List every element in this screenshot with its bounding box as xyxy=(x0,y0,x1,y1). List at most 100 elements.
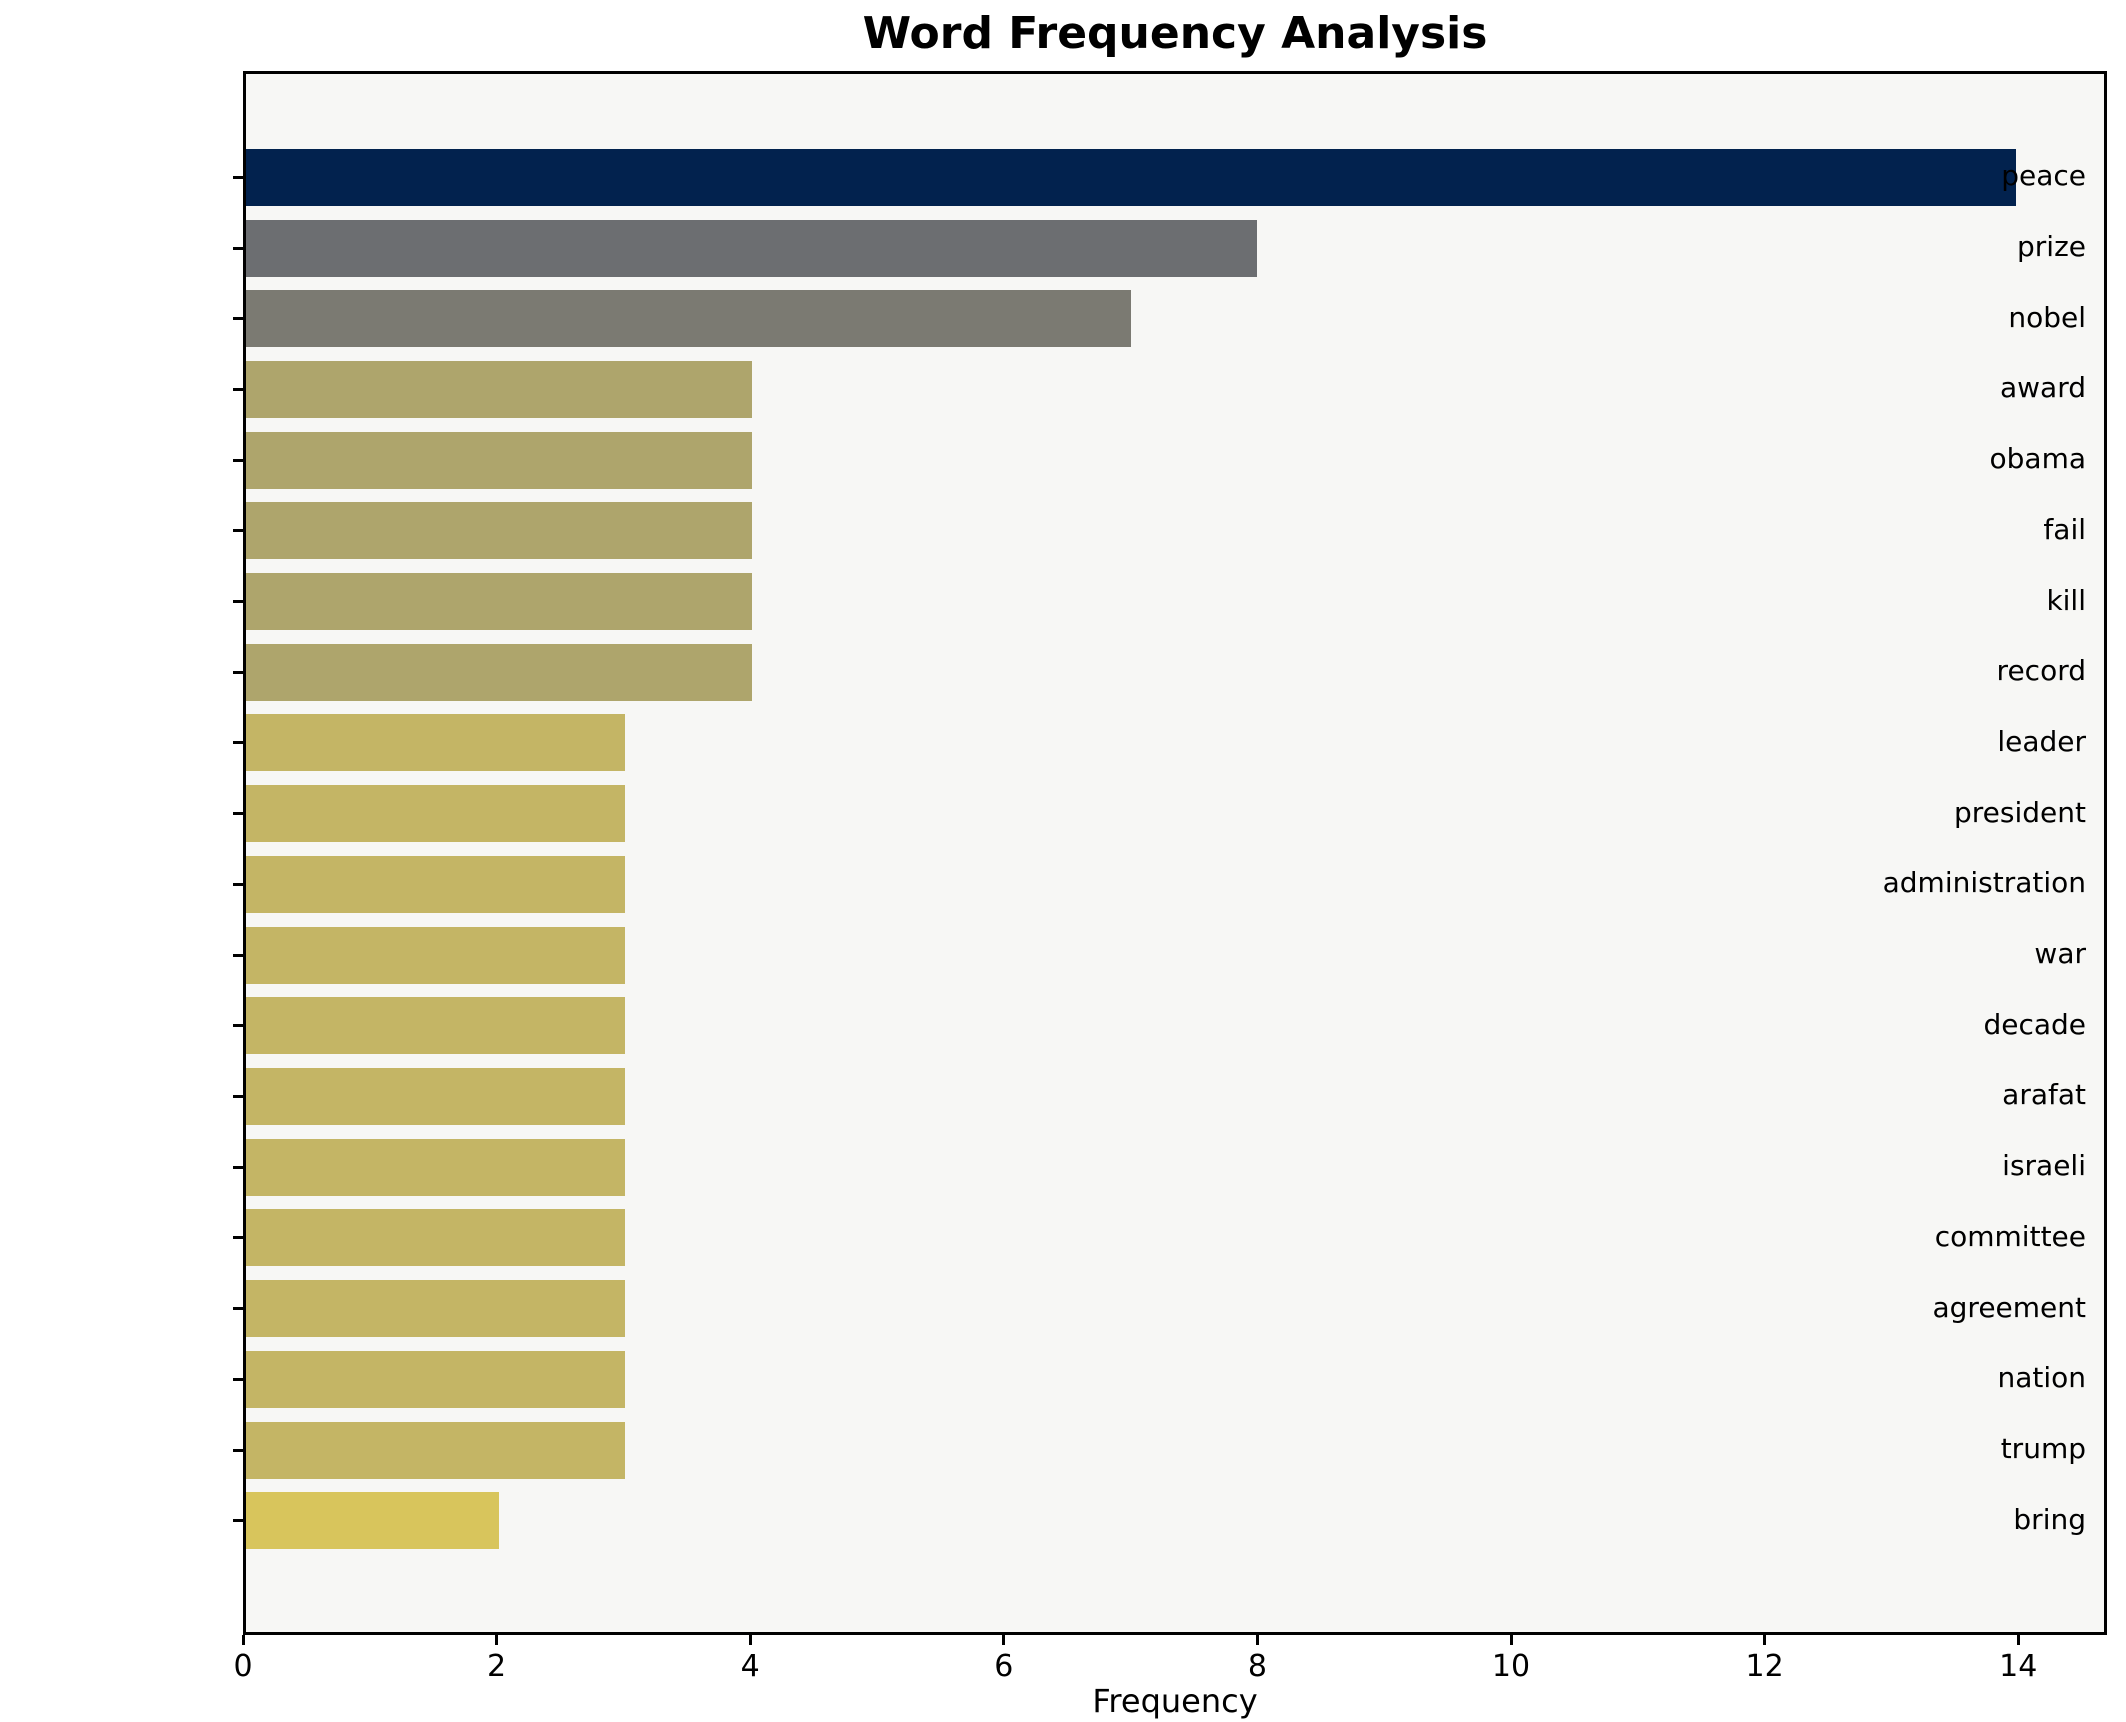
frequency-bar xyxy=(246,1421,626,1479)
y-tick-mark xyxy=(233,670,243,674)
y-tick-mark xyxy=(233,1519,243,1523)
bar-row: trump xyxy=(233,1415,2104,1486)
x-tick-label: 10 xyxy=(1491,1649,1531,1684)
frequency-bar xyxy=(246,1280,626,1338)
y-tick-mark xyxy=(233,1448,243,1452)
bar-row: israeli xyxy=(233,1132,2104,1203)
bar-row: obama xyxy=(233,425,2104,496)
frequency-bar xyxy=(246,643,752,701)
x-tick-label: 2 xyxy=(487,1649,507,1684)
y-tick-label: fail xyxy=(2043,513,2086,547)
chart-title: Word Frequency Analysis xyxy=(862,8,1488,59)
frequency-bar xyxy=(246,573,752,631)
y-tick-label: nobel xyxy=(2008,300,2086,334)
y-tick-label: leader xyxy=(1997,725,2086,759)
bar-row: agreement xyxy=(233,1273,2104,1344)
bar-row: committee xyxy=(233,1203,2104,1274)
y-tick-mark xyxy=(233,529,243,533)
bar-row: nobel xyxy=(233,283,2104,354)
frequency-bar xyxy=(246,1209,626,1267)
y-tick-mark xyxy=(233,1094,243,1098)
bar-row: record xyxy=(233,637,2104,708)
y-tick-mark xyxy=(233,741,243,745)
frequency-bar xyxy=(246,502,752,560)
bar-row: arafat xyxy=(233,1061,2104,1132)
bar-row: nation xyxy=(233,1344,2104,1415)
x-tick-label: 4 xyxy=(740,1649,760,1684)
y-tick-label: peace xyxy=(2001,159,2086,193)
x-tick-mark xyxy=(1255,1635,1259,1645)
bar-row: award xyxy=(233,354,2104,425)
x-tick-mark xyxy=(1002,1635,1006,1645)
x-tick-label: 8 xyxy=(1247,1649,1267,1684)
bars-container: peace prize nobel award obama fail kill record l… xyxy=(233,142,2104,1556)
bar-row: bring xyxy=(233,1485,2104,1556)
frequency-bar xyxy=(246,1138,626,1196)
bar-row: president xyxy=(233,778,2104,849)
y-tick-mark xyxy=(233,1377,243,1381)
y-tick-label: award xyxy=(1999,371,2086,405)
y-tick-mark xyxy=(233,953,243,957)
frequency-bar xyxy=(246,785,626,843)
y-tick-label: committee xyxy=(1934,1220,2086,1254)
bar-row: leader xyxy=(233,708,2104,779)
y-tick-label: nation xyxy=(1997,1361,2086,1395)
x-tick-mark xyxy=(1509,1635,1513,1645)
bar-row: administration xyxy=(233,849,2104,920)
x-axis-label: Frequency xyxy=(1092,1682,1258,1720)
bar-row: war xyxy=(233,920,2104,991)
frequency-bar xyxy=(246,360,752,418)
x-tick-label: 0 xyxy=(233,1649,253,1684)
y-tick-label: israeli xyxy=(2002,1149,2086,1183)
frequency-bar xyxy=(246,1067,626,1125)
frequency-bar xyxy=(246,855,626,913)
frequency-bar xyxy=(246,219,1258,277)
y-tick-mark xyxy=(233,882,243,886)
x-tick-mark xyxy=(1763,1635,1767,1645)
bar-row: fail xyxy=(233,496,2104,567)
bar-row: peace xyxy=(233,142,2104,213)
y-tick-label: kill xyxy=(2046,583,2086,617)
y-tick-mark xyxy=(233,812,243,816)
y-tick-label: administration xyxy=(1882,866,2086,900)
plot-area: peace prize nobel award obama fail kill record l… xyxy=(233,71,2107,1635)
y-tick-label: agreement xyxy=(1932,1290,2086,1324)
frequency-bar xyxy=(246,997,626,1055)
x-tick-label: 14 xyxy=(1999,1649,2038,1684)
y-tick-label: obama xyxy=(1989,442,2087,476)
bar-row: kill xyxy=(233,566,2104,637)
y-tick-mark xyxy=(233,1024,243,1028)
x-tick-mark xyxy=(495,1635,499,1645)
frequency-bar xyxy=(246,1492,499,1550)
frequency-bar xyxy=(246,714,626,772)
x-tick-label: 12 xyxy=(1745,1649,1784,1684)
y-tick-mark xyxy=(233,246,243,250)
y-tick-label: prize xyxy=(2017,230,2086,264)
x-tick-label: 6 xyxy=(994,1649,1014,1684)
y-tick-mark xyxy=(233,1165,243,1169)
y-tick-label: trump xyxy=(2000,1432,2086,1466)
x-tick-mark xyxy=(241,1635,245,1645)
y-tick-label: decade xyxy=(1983,1007,2086,1041)
frequency-bar xyxy=(246,926,626,984)
frequency-bar xyxy=(246,1350,626,1408)
frequency-bar xyxy=(246,148,2016,206)
y-tick-label: president xyxy=(1954,795,2086,829)
bar-row: prize xyxy=(233,213,2104,284)
y-tick-label: record xyxy=(1996,654,2086,688)
frequency-bar xyxy=(246,431,752,489)
y-tick-mark xyxy=(233,600,243,604)
x-tick-mark xyxy=(748,1635,752,1645)
y-tick-mark xyxy=(233,175,243,179)
x-tick-mark xyxy=(2016,1635,2020,1645)
y-tick-label: war xyxy=(2034,937,2086,971)
y-tick-mark xyxy=(233,1307,243,1311)
y-tick-mark xyxy=(233,1236,243,1240)
y-tick-mark xyxy=(233,317,243,321)
bar-row: decade xyxy=(233,990,2104,1061)
x-axis: 0 2 4 6 8 10 12 14 xyxy=(233,1635,2107,1695)
y-tick-mark xyxy=(233,387,243,391)
y-tick-label: arafat xyxy=(2002,1078,2086,1112)
frequency-bar xyxy=(246,290,1131,348)
